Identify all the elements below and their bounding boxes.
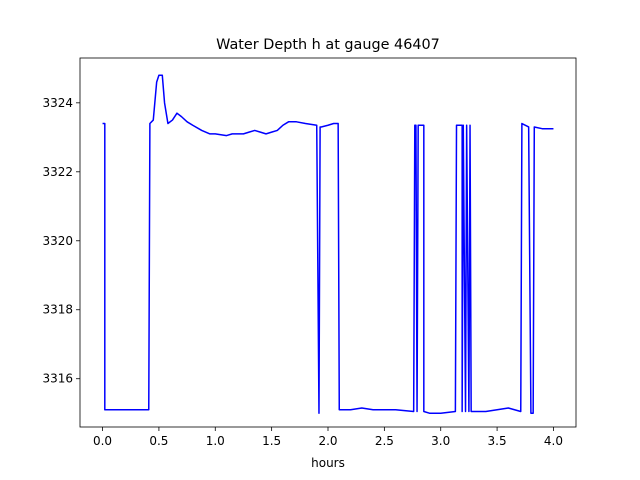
x-tick-label: 4.0: [544, 434, 563, 448]
y-tick-label: 3322: [42, 165, 73, 179]
y-tick-label: 3324: [42, 96, 73, 110]
plot-area: [80, 58, 576, 427]
series-layer: [102, 74, 554, 414]
x-tick-label: 2.5: [375, 434, 394, 448]
y-tick-label: 3316: [42, 372, 73, 386]
x-tick-label: 3.0: [431, 434, 450, 448]
y-tick-label: 3320: [42, 234, 73, 248]
y-axis: 3316 3318 3320 3322 3324: [42, 96, 80, 386]
chart-title: Water Depth h at gauge 46407: [216, 37, 440, 53]
x-tick-label: 3.5: [488, 434, 507, 448]
x-axis: 0.0 0.5 1.0 1.5 2.0 2.5 3.0 3.5 4.0: [93, 427, 563, 448]
series-line-0: [102, 74, 554, 414]
y-tick-label: 3318: [42, 303, 73, 317]
x-tick-label: 1.0: [206, 434, 225, 448]
x-tick-label: 1.5: [262, 434, 281, 448]
plot-background: [80, 58, 576, 427]
x-tick-label: 2.0: [318, 434, 337, 448]
x-tick-label: 0.5: [149, 434, 168, 448]
x-tick-label: 0.0: [93, 434, 112, 448]
x-axis-label: hours: [311, 456, 345, 470]
